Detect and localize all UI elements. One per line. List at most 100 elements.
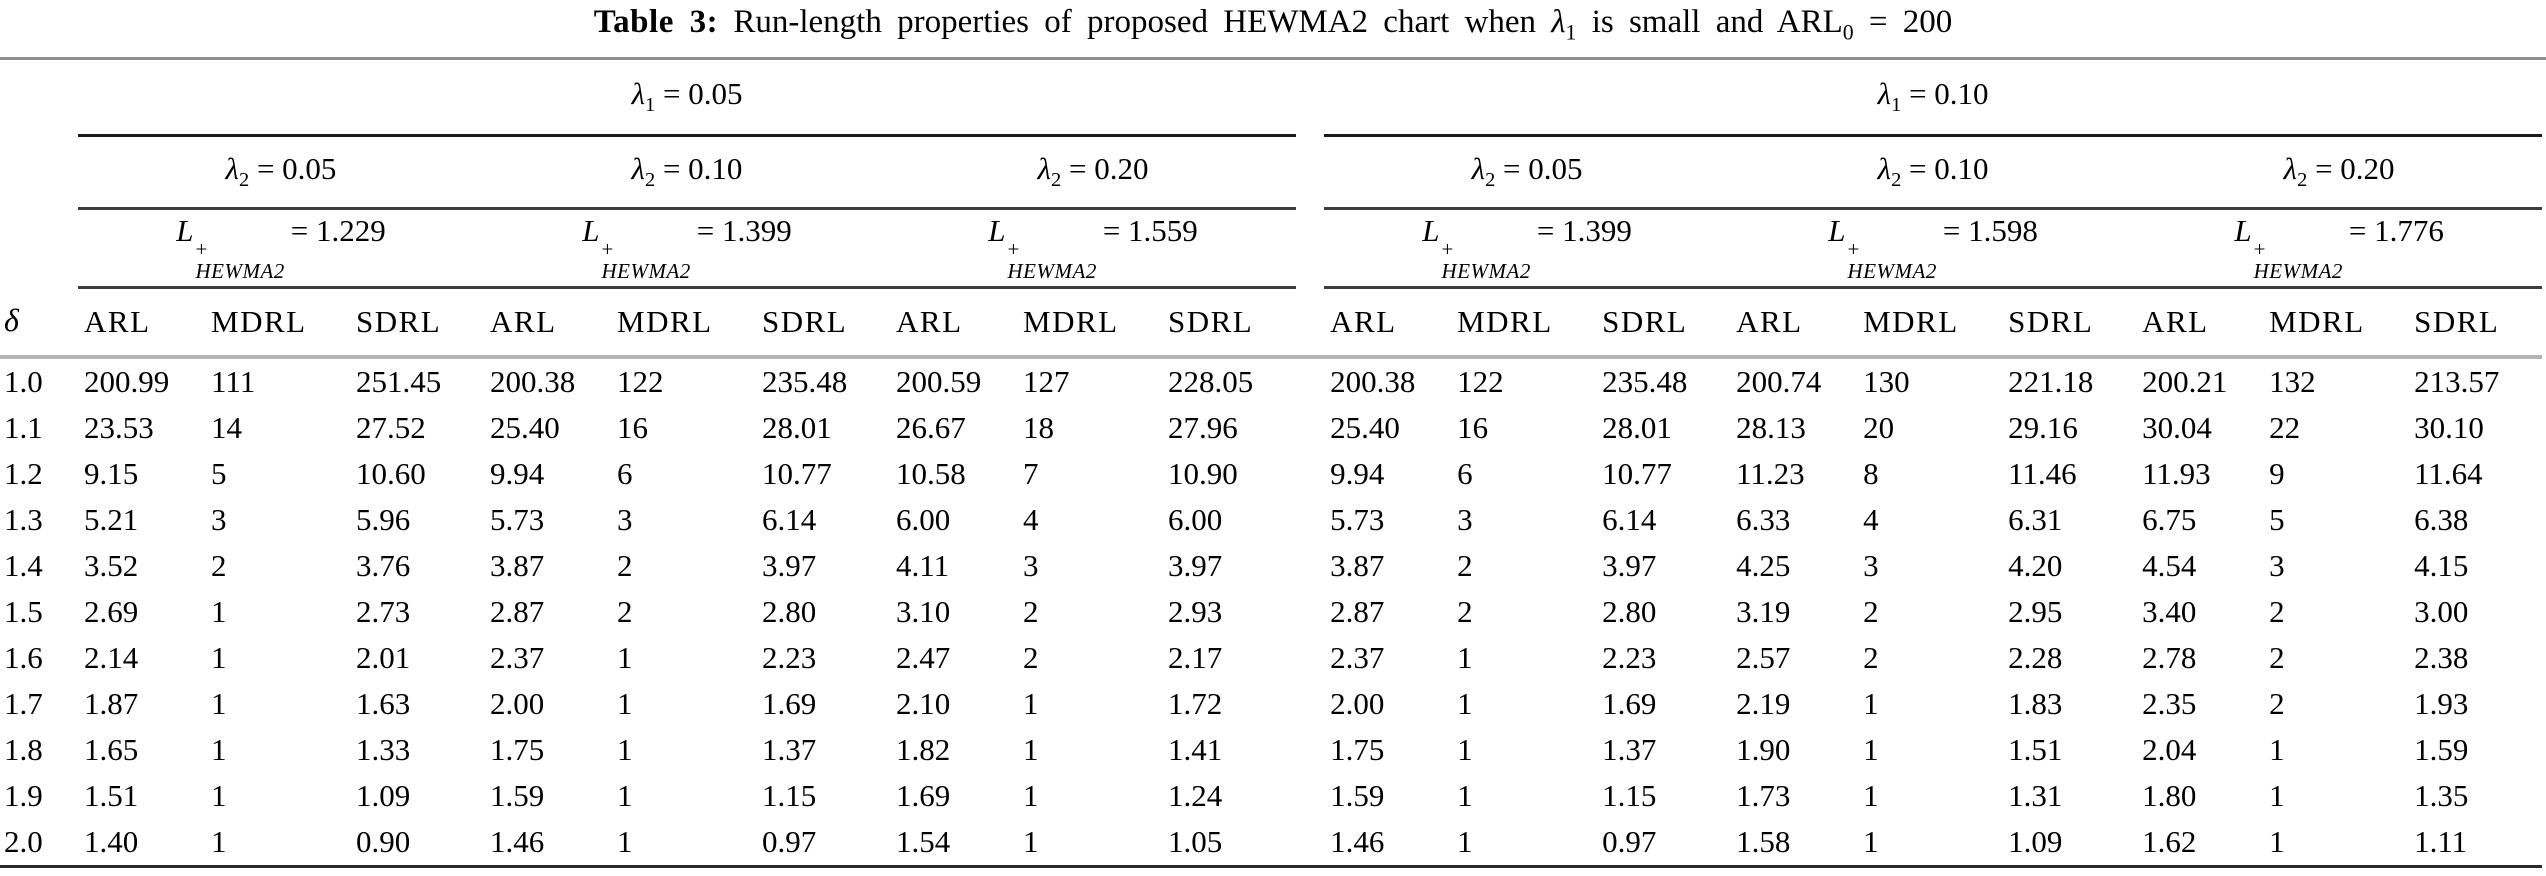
- cell-value: 1: [1857, 818, 2003, 868]
- table-title: Table 3: Run-length properties of propos…: [0, 0, 2546, 60]
- cell-value: 5.73: [1330, 501, 1385, 537]
- half-gap: [1296, 405, 1324, 451]
- cell-value: 4.11: [896, 547, 950, 583]
- cell-value: 200.74: [1736, 363, 1822, 399]
- L-symbol: L: [176, 213, 194, 249]
- cell-value: 5: [2269, 501, 2285, 537]
- cell-value: 0.97: [1596, 818, 1731, 868]
- title-text: = 200: [1868, 4, 1953, 40]
- control-limit-header: L + HEWMA2 = 1.399: [1324, 208, 1731, 289]
- empty-corner: [0, 135, 78, 208]
- cell-value: 2.47: [896, 639, 951, 675]
- control-limit-header: L + HEWMA2 = 1.399: [484, 208, 890, 289]
- lambda-subscript: 2: [2297, 169, 2308, 192]
- cell-value: 27.96: [1168, 409, 1238, 445]
- control-limit-header: L + HEWMA2 = 1.559: [890, 208, 1297, 289]
- cell-value: 2.35: [2142, 685, 2197, 721]
- cell-value: 1.05: [1162, 818, 1297, 868]
- lambda-subscript: 2: [1891, 169, 1902, 192]
- lambda-subscript: 1: [645, 94, 656, 117]
- cell-value: 122: [1457, 363, 1504, 399]
- measure-column-header: ARL: [1324, 287, 1452, 359]
- L-symbol: L: [2234, 213, 2252, 249]
- delta-value: 1.5: [4, 593, 43, 629]
- table-row: 1.7 1.87 1 1.63 2.00 1 1.69 2.10 1 1.72 2.00 1 1.69 2…: [0, 681, 2542, 727]
- half-gap: [1296, 635, 1324, 681]
- cell-value: 25.40: [1330, 409, 1400, 445]
- cell-value: 2: [617, 593, 633, 629]
- cell-value: 1: [611, 818, 756, 868]
- cell-value: 1.63: [356, 685, 411, 721]
- lambda2-header: λ2 = 0.10: [484, 135, 890, 210]
- cell-value: 7: [1023, 455, 1039, 491]
- cell-value: 10.58: [896, 455, 966, 491]
- table-row: 1.3 5.21 3 5.96 5.73 3 6.14 6.00 4 6.00 5.73 3 6.14 6…: [0, 497, 2542, 543]
- cell-value: 3: [617, 501, 633, 537]
- arl-subscript: 0: [1842, 20, 1854, 45]
- half-gap: [1296, 818, 1325, 868]
- lambda-symbol: λ: [1877, 151, 1892, 186]
- cell-value: 4.15: [2414, 547, 2469, 583]
- cell-value: 200.21: [2142, 363, 2228, 399]
- cell-value: 1: [1023, 777, 1039, 813]
- measure-column-header: ARL: [484, 287, 611, 359]
- cell-value: 1: [617, 685, 633, 721]
- cell-value: 1.75: [490, 731, 545, 767]
- L-superscript: +: [2253, 237, 2266, 262]
- cell-value: 28.01: [762, 409, 832, 445]
- cell-value: 6.00: [896, 501, 951, 537]
- table-row: 1.8 1.65 1 1.33 1.75 1 1.37 1.82 1 1.41 1.75 1 1.37 1…: [0, 727, 2542, 773]
- cell-value: 1: [1457, 777, 1473, 813]
- title-text: Run-length properties of proposed HEWMA2…: [733, 4, 1536, 40]
- cell-value: 1.87: [84, 685, 139, 721]
- cell-value: 0.97: [756, 818, 890, 868]
- L-value: = 1.399: [696, 213, 792, 249]
- control-limit-header: L + HEWMA2 = 1.776: [2136, 208, 2543, 289]
- cell-value: 14: [211, 409, 242, 445]
- cell-value: 2: [2269, 593, 2285, 629]
- measure-column-header: ARL: [2136, 287, 2264, 359]
- table-row: 1.6 2.14 1 2.01 2.37 1 2.23 2.47 2 2.17 2.37 1 2.23 2…: [0, 635, 2542, 681]
- cell-value: 11.23: [1736, 455, 1805, 491]
- cell-value: 1: [2263, 818, 2409, 868]
- cell-value: 2.14: [84, 639, 139, 675]
- lambda-symbol: λ: [1471, 151, 1486, 186]
- cell-value: 1: [1457, 685, 1473, 721]
- cell-value: 2.19: [1736, 685, 1791, 721]
- empty-corner: [0, 60, 78, 136]
- cell-value: 1: [617, 777, 633, 813]
- cell-value: 28.01: [1602, 409, 1672, 445]
- L-superscript: +: [1847, 237, 1860, 262]
- cell-value: 127: [1023, 363, 1070, 399]
- half-gap: [1296, 543, 1324, 589]
- cell-value: 1: [1863, 731, 1879, 767]
- cell-value: 5: [211, 455, 227, 491]
- cell-value: 2.78: [2142, 639, 2197, 675]
- measure-column-header: SDRL: [2002, 287, 2137, 359]
- table-body: 1.0 200.99 111 251.45 200.38 122 235.48 200.59 1…: [0, 357, 2543, 868]
- half-gap: [1296, 727, 1324, 773]
- lambda-symbol: λ: [631, 76, 646, 111]
- cell-value: 1.46: [1324, 818, 1452, 868]
- cell-value: 2: [1863, 593, 1879, 629]
- cell-value: 11.93: [2142, 455, 2211, 491]
- table-row: 1.1 23.53 14 27.52 25.40 16 28.01 26.67 18 27.96 2…: [0, 405, 2542, 451]
- cell-value: 1.51: [84, 777, 139, 813]
- cell-value: 1.46: [484, 818, 611, 868]
- measure-column-header: SDRL: [756, 287, 890, 359]
- L-supsub: + HEWMA2: [2253, 237, 2343, 282]
- cell-value: 1.37: [1602, 731, 1657, 767]
- delta-value: 1.0: [4, 363, 43, 399]
- L-subscript: HEWMA2: [1007, 258, 1097, 283]
- cell-value: 6.38: [2414, 501, 2469, 537]
- cell-value: 1.73: [1736, 777, 1791, 813]
- L-symbol: L: [1828, 213, 1846, 249]
- cell-value: 2.04: [2142, 731, 2197, 767]
- L-value: = 1.559: [1102, 213, 1198, 249]
- cell-value: 200.38: [1330, 363, 1416, 399]
- cell-value: 1.09: [2002, 818, 2137, 868]
- cell-value: 1.69: [762, 685, 817, 721]
- cell-value: 3.97: [1168, 547, 1223, 583]
- cell-value: 3: [1863, 547, 1879, 583]
- delta-value: 1.1: [4, 409, 43, 445]
